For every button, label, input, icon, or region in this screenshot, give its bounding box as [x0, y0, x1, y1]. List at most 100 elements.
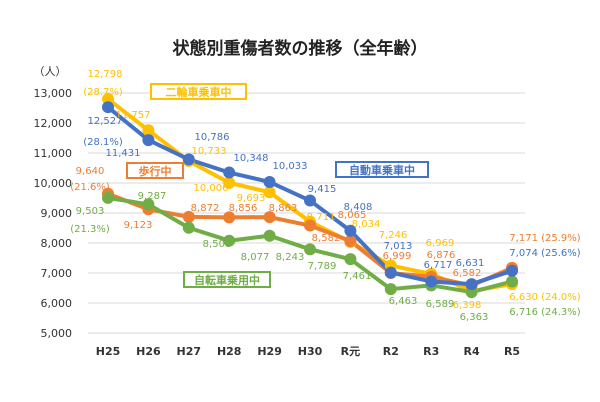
y-tick-label: 6,000 — [41, 297, 73, 310]
data-point — [223, 234, 236, 247]
share-label: (28.7%) — [83, 87, 123, 98]
data-point — [304, 243, 316, 256]
data-label: 10,348 — [234, 153, 269, 164]
data-label: 11,757 — [116, 110, 151, 121]
legend-label-car: 自動車乗車中 — [335, 161, 429, 178]
data-label: 8,508 — [203, 239, 232, 250]
y-tick-label: 8,000 — [41, 237, 73, 250]
y-tick-label: 12,000 — [34, 117, 73, 130]
x-tick-label: H29 — [257, 345, 282, 358]
data-label: 7,171 (25.9%) — [509, 233, 580, 244]
data-label: 9,640 — [76, 166, 105, 177]
data-point — [142, 134, 155, 147]
data-label: 6,969 — [426, 238, 455, 249]
data-label: 8,065 — [338, 210, 367, 221]
data-point — [142, 124, 155, 137]
data-label: 6,463 — [389, 296, 418, 307]
legend-label-pedestrian: 歩行中 — [126, 162, 184, 179]
data-label: 8,243 — [276, 252, 305, 263]
data-label: 10,006 — [194, 183, 229, 194]
y-tick-label: 10,000 — [34, 177, 73, 190]
data-point — [425, 275, 438, 288]
data-point — [465, 278, 478, 291]
data-label: 10,786 — [195, 132, 230, 143]
chart-title: 状態別重傷者数の推移（全年齢） — [172, 39, 428, 59]
data-point — [344, 224, 357, 237]
data-label: 7,246 — [379, 230, 408, 241]
data-point — [182, 153, 195, 166]
data-label: 9,287 — [138, 191, 167, 202]
data-label: 7,461 — [343, 271, 372, 282]
data-label: 9,503 — [76, 206, 105, 217]
data-label: 8,711 — [307, 212, 336, 223]
data-label: 8,582 — [312, 233, 341, 244]
share-label: (28.1%) — [83, 137, 123, 148]
data-point — [102, 101, 114, 114]
data-label: 9,123 — [124, 220, 153, 231]
data-label: 7,789 — [308, 261, 337, 272]
y-tick-label: 9,000 — [41, 207, 73, 220]
data-point — [304, 194, 316, 207]
data-point — [506, 275, 518, 288]
data-point — [506, 264, 518, 277]
share-label: (21.6%) — [70, 182, 110, 193]
x-tick-label: H26 — [136, 345, 161, 358]
y-axis-unit: （人） — [34, 65, 67, 78]
x-tick-label: R3 — [423, 345, 439, 358]
data-label: 6,876 — [427, 250, 456, 261]
data-label: 6,363 — [460, 312, 489, 323]
data-label: 8,856 — [229, 203, 258, 214]
data-point — [263, 176, 276, 189]
data-point — [263, 211, 276, 224]
data-point — [384, 283, 397, 296]
data-label: 6,582 — [453, 268, 482, 279]
y-tick-label: 5,000 — [41, 327, 73, 340]
data-point — [263, 229, 276, 242]
data-label: 10,733 — [192, 146, 227, 157]
x-tick-label: H30 — [298, 345, 323, 358]
data-label: 6,589 — [426, 299, 455, 310]
data-point — [344, 235, 357, 248]
data-label: 7,074 (25.6%) — [509, 248, 580, 259]
data-point — [304, 219, 316, 232]
data-point — [102, 191, 114, 204]
legend-label-motorcycle: 二輪車乗車中 — [150, 83, 247, 100]
share-label: (21.3%) — [70, 224, 110, 235]
data-label: 10,033 — [273, 161, 308, 172]
data-label: 6,631 — [456, 258, 485, 269]
data-label: 8,077 — [241, 252, 270, 263]
x-tick-label: H28 — [217, 345, 242, 358]
data-label: 8,034 — [352, 219, 381, 230]
x-tick-label: R元 — [341, 345, 360, 358]
data-label: 8,872 — [191, 203, 220, 214]
legend-label-bicycle: 自転車乗用中 — [183, 271, 271, 288]
data-label: 7,013 — [384, 241, 413, 252]
x-tick-label: H27 — [177, 345, 202, 358]
data-point — [384, 266, 397, 279]
y-tick-label: 13,000 — [34, 87, 73, 100]
data-label: 8,408 — [344, 202, 373, 213]
data-label: 8,863 — [269, 203, 298, 214]
x-tick-label: R4 — [464, 345, 480, 358]
data-point — [182, 210, 195, 223]
data-point — [223, 176, 236, 189]
y-tick-label: 7,000 — [41, 267, 73, 280]
data-label: 11,431 — [106, 148, 141, 159]
data-label: 6,630 (24.0%) — [509, 292, 580, 303]
data-label: 9,415 — [308, 184, 337, 195]
data-label: 6,999 — [383, 251, 412, 262]
x-tick-label: H25 — [96, 345, 121, 358]
x-tick-label: R5 — [504, 345, 520, 358]
data-point — [223, 166, 236, 179]
data-label: 6,717 — [424, 260, 453, 271]
data-label: 12,798 — [88, 69, 123, 80]
data-label: 6,716 (24.3%) — [509, 307, 580, 318]
data-point — [142, 198, 155, 211]
x-tick-label: R2 — [383, 345, 399, 358]
data-label: 9,693 — [237, 193, 266, 204]
data-point — [182, 221, 195, 234]
data-label: 12,527 — [88, 116, 123, 127]
y-tick-label: 11,000 — [34, 147, 73, 160]
